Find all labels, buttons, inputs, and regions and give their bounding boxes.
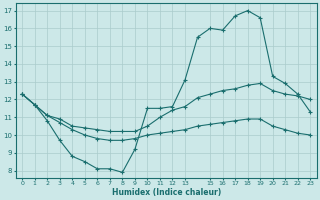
X-axis label: Humidex (Indice chaleur): Humidex (Indice chaleur) <box>112 188 221 197</box>
